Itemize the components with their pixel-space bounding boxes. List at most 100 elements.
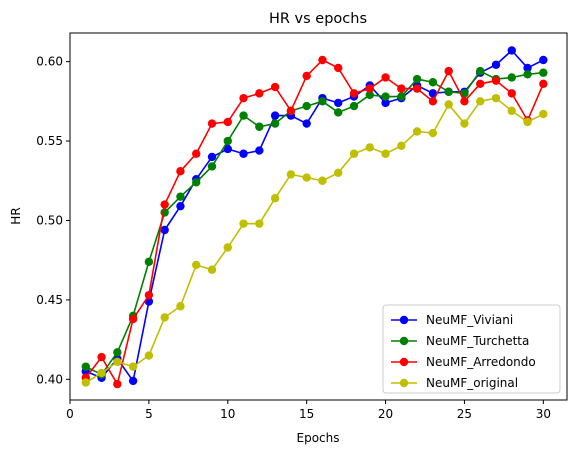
data-point-neumf-original xyxy=(476,97,485,106)
data-point-neumf-viviani xyxy=(223,144,232,154)
x-tick-label: 20 xyxy=(378,407,393,421)
x-tick-label: 10 xyxy=(220,407,235,421)
data-point-neumf-viviani xyxy=(302,119,311,128)
data-point-neumf-turchetta xyxy=(476,66,485,76)
data-point-neumf-turchetta xyxy=(318,97,327,106)
data-point-neumf-viviani xyxy=(239,149,248,158)
data-point-neumf-turchetta xyxy=(270,119,280,128)
legend-label: NeuMF_original xyxy=(426,376,518,390)
data-point-neumf-turchetta xyxy=(302,101,311,111)
data-point-neumf-original xyxy=(81,378,90,387)
legend-marker xyxy=(399,357,409,367)
data-point-neumf-arredondo xyxy=(128,314,138,324)
data-point-neumf-original xyxy=(381,149,390,158)
data-point-neumf-turchetta xyxy=(223,136,232,146)
data-point-neumf-viviani xyxy=(255,146,264,155)
data-point-neumf-original xyxy=(444,100,453,109)
legend-entry: NeuMF_Arredondo xyxy=(391,355,536,369)
series-neumf-original xyxy=(81,93,548,387)
data-point-neumf-arredondo xyxy=(412,84,422,93)
legend-label: NeuMF_Arredondo xyxy=(426,355,536,369)
data-point-neumf-turchetta xyxy=(444,87,453,96)
data-point-neumf-viviani xyxy=(160,225,169,235)
legend-entries: NeuMF_Viviani NeuMF_Turchetta NeuMF_Arredo… xyxy=(391,313,536,390)
y-tick-label: 0.40 xyxy=(36,372,63,386)
legend-marker xyxy=(399,315,409,325)
data-point-neumf-original xyxy=(176,302,185,311)
data-point-neumf-viviani xyxy=(523,63,532,73)
data-point-neumf-arredondo xyxy=(144,290,154,300)
data-point-neumf-turchetta xyxy=(365,90,374,100)
x-axis-label: Epochs xyxy=(297,431,340,445)
data-point-neumf-arredondo xyxy=(428,97,438,106)
data-point-neumf-turchetta xyxy=(255,122,264,131)
y-axis-label: HR xyxy=(9,207,23,224)
data-point-neumf-original xyxy=(192,260,201,270)
data-point-neumf-viviani xyxy=(207,152,217,162)
data-point-neumf-turchetta xyxy=(507,73,516,82)
legend: NeuMF_Viviani NeuMF_Turchetta NeuMF_Arredo… xyxy=(382,304,561,394)
x-tick-label: 25 xyxy=(457,407,472,421)
data-point-neumf-arredondo xyxy=(318,55,327,65)
data-point-neumf-original xyxy=(334,168,343,178)
legend-label: NeuMF_Turchetta xyxy=(426,334,529,348)
data-point-neumf-turchetta xyxy=(428,78,438,87)
data-point-neumf-original xyxy=(412,127,422,136)
data-point-neumf-arredondo xyxy=(444,66,453,76)
data-point-neumf-turchetta xyxy=(539,68,548,77)
data-point-neumf-viviani xyxy=(381,98,390,108)
data-point-neumf-viviani xyxy=(270,111,280,120)
data-point-neumf-original xyxy=(460,119,469,128)
data-point-neumf-arredondo xyxy=(349,89,359,98)
data-point-neumf-arredondo xyxy=(539,79,548,89)
legend-entry: NeuMF_original xyxy=(391,376,518,390)
y-tick-label: 0.60 xyxy=(36,55,63,69)
data-point-neumf-turchetta xyxy=(207,162,217,171)
data-point-neumf-original xyxy=(223,243,232,252)
data-point-neumf-original xyxy=(539,109,548,119)
y-tick-label: 0.50 xyxy=(36,213,63,227)
data-point-neumf-original xyxy=(491,93,501,103)
chart-title: HR vs epochs xyxy=(269,11,367,27)
y-axis: 0.40 0.45 0.50 0.55 0.60 xyxy=(36,55,70,386)
legend-marker xyxy=(399,336,409,346)
data-point-neumf-viviani xyxy=(128,376,138,386)
data-point-neumf-arredondo xyxy=(365,84,374,93)
data-point-neumf-turchetta xyxy=(113,348,122,357)
data-point-neumf-arredondo xyxy=(270,82,280,92)
data-point-neumf-arredondo xyxy=(113,379,122,389)
data-point-neumf-arredondo xyxy=(302,71,311,81)
series-layer xyxy=(81,46,548,389)
data-point-neumf-arredondo xyxy=(97,352,106,362)
data-point-neumf-turchetta xyxy=(144,257,154,266)
legend-entry: NeuMF_Turchetta xyxy=(391,334,529,348)
data-point-neumf-original xyxy=(255,219,264,228)
data-point-neumf-arredondo xyxy=(160,200,169,209)
data-point-neumf-original xyxy=(428,128,438,138)
data-point-neumf-arredondo xyxy=(239,93,248,103)
x-tick-label: 5 xyxy=(145,407,153,421)
data-point-neumf-original xyxy=(302,173,311,182)
data-point-neumf-original xyxy=(97,368,106,378)
data-point-neumf-original xyxy=(113,357,122,367)
data-point-neumf-arredondo xyxy=(192,149,201,158)
series-line-neumf-original xyxy=(85,97,544,384)
data-point-neumf-turchetta xyxy=(334,108,343,117)
data-point-neumf-original xyxy=(239,219,248,228)
data-point-neumf-original xyxy=(286,170,296,179)
data-point-neumf-turchetta xyxy=(176,192,185,201)
data-point-neumf-turchetta xyxy=(523,70,532,79)
x-axis: 0 5 10 15 20 25 30 xyxy=(66,400,551,421)
data-point-neumf-original xyxy=(365,143,374,152)
y-tick-label: 0.55 xyxy=(36,134,63,148)
data-point-neumf-viviani xyxy=(176,201,185,211)
data-point-neumf-arredondo xyxy=(491,76,501,85)
data-point-neumf-turchetta xyxy=(397,92,406,101)
data-point-neumf-original xyxy=(128,362,138,371)
data-point-neumf-arredondo xyxy=(507,89,516,98)
data-point-neumf-viviani xyxy=(539,55,548,65)
y-tick-label: 0.45 xyxy=(36,293,63,307)
legend-label: NeuMF_Viviani xyxy=(426,313,513,327)
